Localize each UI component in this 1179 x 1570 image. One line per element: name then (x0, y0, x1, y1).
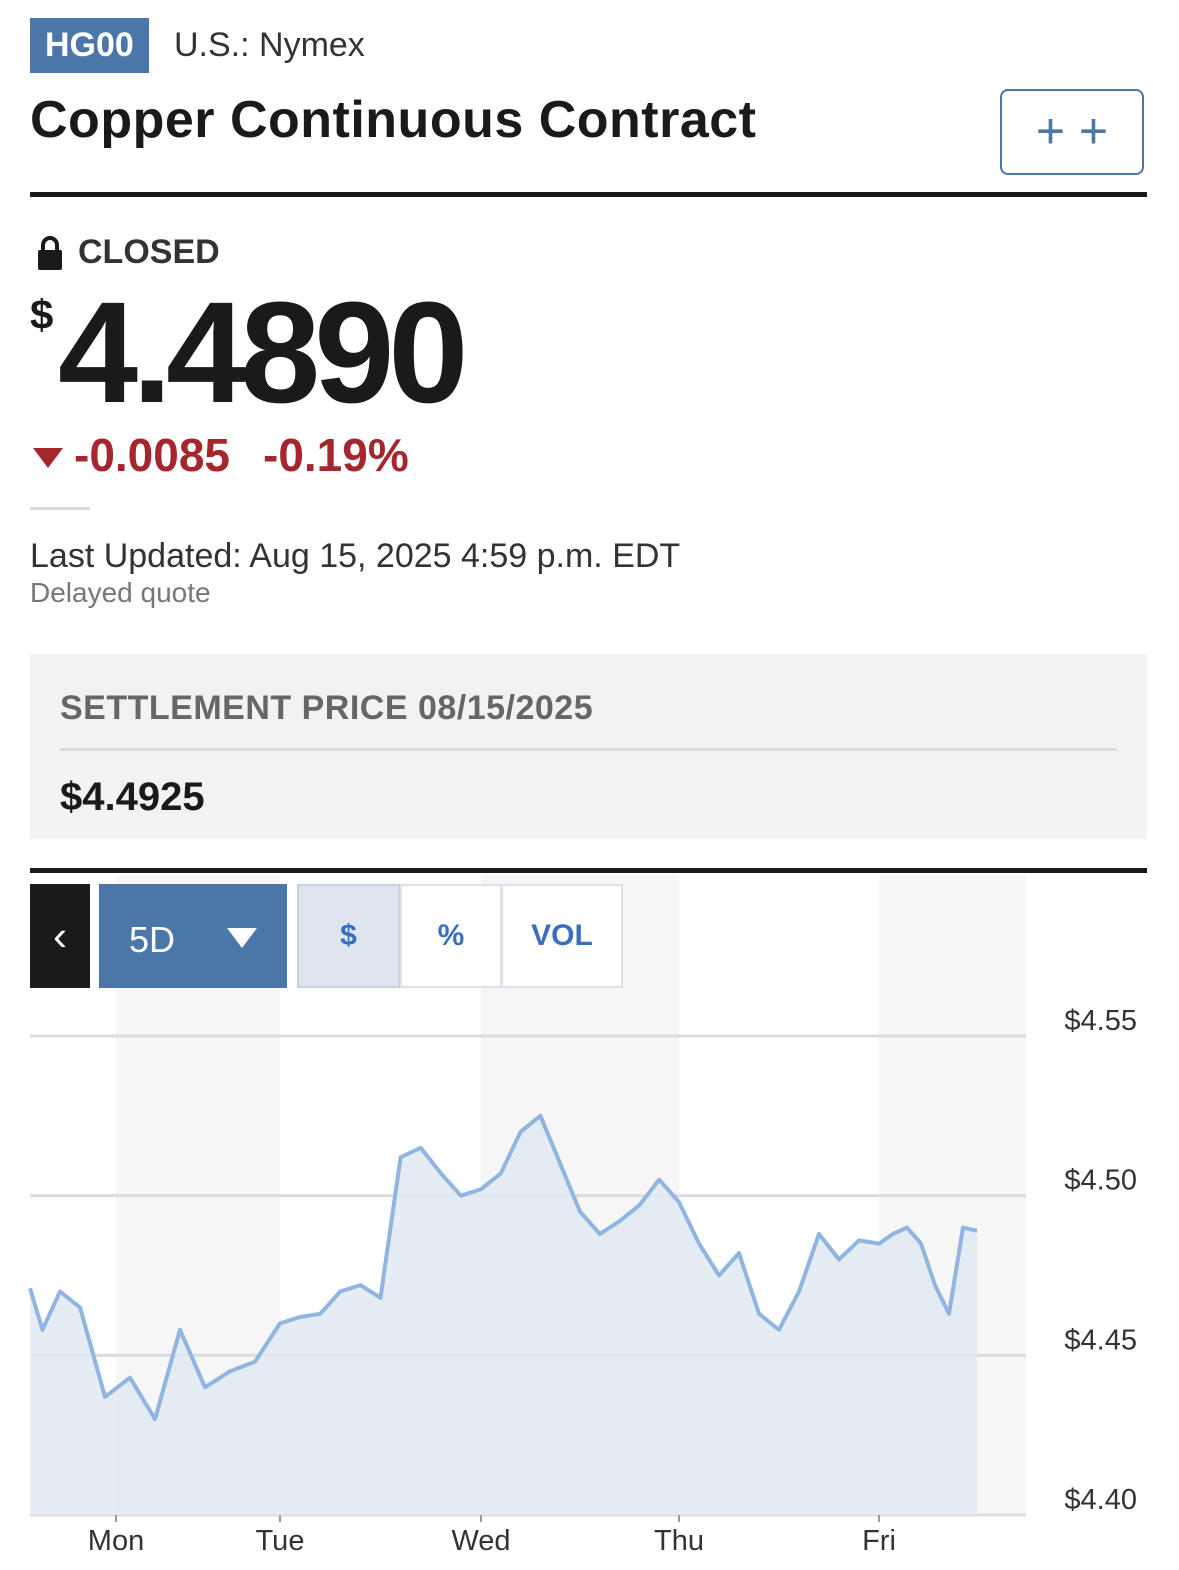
range-dropdown[interactable]: 5D (99, 884, 287, 988)
price-area (30, 1115, 977, 1515)
currency-symbol: $ (30, 291, 54, 338)
settlement-price: $4.4925 (60, 775, 205, 819)
down-arrow-icon (33, 448, 63, 468)
market-status: CLOSED (78, 233, 220, 271)
lock-icon (38, 236, 62, 270)
divider (30, 507, 90, 510)
last-price: 4.4890 (58, 272, 468, 433)
settlement-label: SETTLEMENT PRICE 08/15/2025 (60, 689, 594, 727)
x-tick-label: Thu (654, 1525, 704, 1557)
page-title: Copper Continuous Contract (30, 91, 757, 149)
range-label: 5D (129, 919, 176, 960)
delayed-quote-note: Delayed quote (30, 577, 211, 608)
settlement-divider (60, 748, 1117, 751)
chevron-down-icon (227, 928, 257, 948)
y-tick-label: $4.45 (1064, 1324, 1137, 1356)
price-change-percent: -0.19% (263, 429, 409, 481)
mode-volume-button[interactable]: VOL (501, 884, 623, 988)
x-tick-label: Mon (88, 1525, 144, 1557)
price-line (28, 1113, 978, 1422)
price-change: -0.0085 (74, 429, 231, 481)
mode-dollar-button[interactable]: $ (297, 884, 400, 988)
ticker-badge: HG00 (30, 18, 149, 73)
chart-back-button[interactable]: ‹ (30, 884, 90, 988)
y-tick-label: $4.55 (1064, 1005, 1137, 1037)
add-to-watchlist-button[interactable]: + + (1000, 89, 1144, 175)
chart-divider (30, 868, 1147, 873)
x-tick-label: Wed (451, 1525, 510, 1557)
y-tick-label: $4.50 (1064, 1165, 1137, 1197)
header-divider (30, 192, 1147, 197)
mode-percent-button[interactable]: % (400, 884, 502, 988)
settlement-panel: SETTLEMENT PRICE 08/15/2025 $4.4925 (30, 654, 1147, 839)
x-tick-label: Fri (862, 1525, 896, 1557)
exchange-label: U.S.: Nymex (174, 26, 365, 64)
x-tick-label: Tue (256, 1525, 305, 1557)
last-updated: Last Updated: Aug 15, 2025 4:59 p.m. EDT (30, 537, 681, 575)
y-tick-label: $4.40 (1064, 1484, 1137, 1516)
